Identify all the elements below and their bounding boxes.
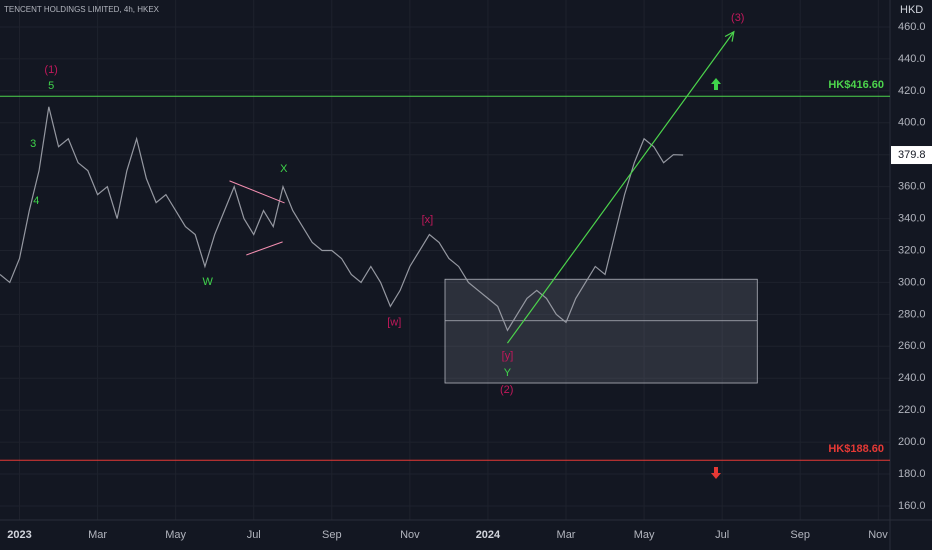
y-tick-label: 280.0 <box>898 308 926 320</box>
y-tick-label: 420.0 <box>898 85 926 97</box>
x-tick-label: May <box>165 529 186 541</box>
y-tick-label: 220.0 <box>898 404 926 416</box>
y-tick-label: 440.0 <box>898 53 926 65</box>
y-tick-label: 300.0 <box>898 276 926 288</box>
zone <box>444 278 758 384</box>
x-tick-label: Nov <box>400 529 420 541</box>
x-tick-label: 2023 <box>7 529 31 541</box>
wave-label: [x] <box>422 214 434 226</box>
y-tick-label: 160.0 <box>898 500 926 512</box>
x-tick-label: Sep <box>322 529 342 541</box>
x-tick-label: Jul <box>247 529 261 541</box>
target-arrow <box>506 31 735 344</box>
arrow-head <box>724 30 735 42</box>
y-tick-label: 340.0 <box>898 212 926 224</box>
last-price-box <box>891 146 932 165</box>
wave-label: (2) <box>500 384 513 396</box>
wave-label: 4 <box>33 195 39 207</box>
x-tick-label: 2024 <box>476 529 501 541</box>
wave-label: (3) <box>731 12 744 24</box>
x-tick-label: Nov <box>868 529 888 541</box>
wave-label: W <box>202 276 213 288</box>
x-tick-label: Sep <box>790 529 810 541</box>
wave-label: 3 <box>30 138 36 150</box>
x-tick-label: Jul <box>715 529 729 541</box>
wave-label: [w] <box>387 317 401 329</box>
y-tick-label: 360.0 <box>898 181 926 193</box>
y-tick-label: 260.0 <box>898 340 926 352</box>
chart-title: TENCENT HOLDINGS LIMITED, 4h, HKEX <box>4 5 160 14</box>
level-label: HK$188.60 <box>828 443 884 455</box>
wave-label: X <box>280 163 288 175</box>
wave-label: (1) <box>44 64 57 76</box>
x-tick-label: Mar <box>88 529 107 541</box>
price-line <box>0 106 684 332</box>
level-label: HK$416.60 <box>828 79 884 91</box>
wave-label: 5 <box>48 80 54 92</box>
y-tick-label: 240.0 <box>898 372 926 384</box>
currency: HKD <box>900 4 923 16</box>
triangle-line <box>229 180 285 204</box>
down-icon <box>711 467 721 479</box>
x-tick-label: May <box>634 529 655 541</box>
triangle-line <box>246 241 283 256</box>
y-tick-label: 460.0 <box>898 21 926 33</box>
wave-label: Y <box>504 367 512 379</box>
x-tick-label: Mar <box>557 529 576 541</box>
y-tick-label: 180.0 <box>898 468 926 480</box>
y-tick-label: 320.0 <box>898 244 926 256</box>
wave-label: [y] <box>502 350 514 362</box>
last-price-label: 379.8 <box>898 149 926 161</box>
y-tick-label: 200.0 <box>898 436 926 448</box>
up-icon <box>711 78 721 90</box>
y-tick-label: 400.0 <box>898 117 926 129</box>
